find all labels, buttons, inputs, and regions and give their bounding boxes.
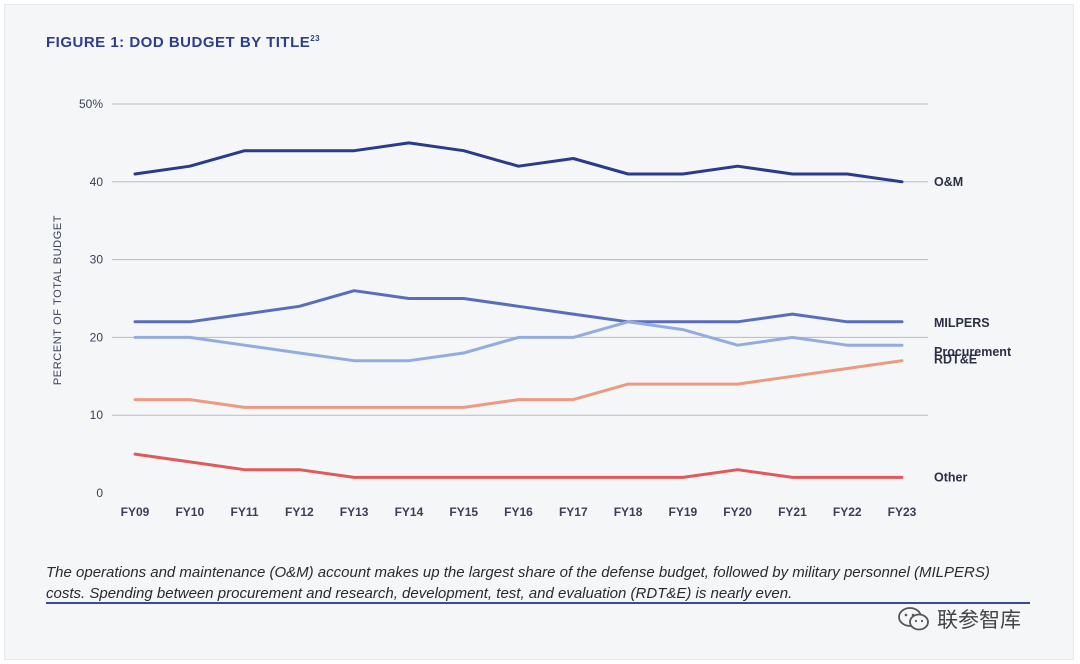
series-line	[133, 289, 904, 324]
y-axis-label: PERCENT OF TOTAL BUDGET	[52, 215, 64, 385]
y-tick-label: 20	[90, 330, 104, 344]
figure-title: FIGURE 1: DOD BUDGET BY TITLE23	[46, 34, 321, 51]
x-tick-label: FY22	[833, 505, 862, 519]
wechat-icon	[898, 607, 929, 631]
x-tick-label: FY17	[559, 505, 588, 519]
x-tick-label: FY12	[285, 505, 314, 519]
series-line	[133, 320, 904, 363]
x-tick-label: FY19	[669, 505, 698, 519]
x-tick-label: FY10	[175, 505, 204, 519]
y-tick-label: 40	[90, 175, 104, 189]
x-tick-label: FY20	[723, 505, 752, 519]
y-tick-labels: 0 10 20 30 40 50%	[79, 97, 103, 500]
x-tick-label: FY16	[504, 505, 533, 519]
x-tick-label: FY09	[121, 505, 150, 519]
series-label: RDT&E	[934, 353, 977, 367]
line-chart: 0 10 20 30 40 50% FY09 FY10 FY11 FY12 FY13 FY14 FY1…	[52, 97, 1012, 519]
series-line	[133, 452, 904, 479]
y-tick-label: 30	[90, 253, 104, 267]
series-line	[133, 359, 904, 409]
series-label: Procurement	[934, 345, 1012, 359]
x-tick-label: FY11	[231, 505, 259, 519]
caption-divider	[46, 602, 1030, 604]
x-tick-label: FY15	[449, 505, 478, 519]
series-label: Other	[934, 470, 967, 484]
figure-caption: The operations and maintenance (O&M) acc…	[46, 564, 990, 602]
watermark: 联参智库	[897, 602, 1021, 636]
watermark-text: 联参智库	[937, 608, 1021, 632]
x-tick-label: FY21	[778, 505, 807, 519]
y-tick-label: 0	[96, 486, 103, 500]
grid-lines	[112, 103, 928, 416]
series-lines	[133, 141, 904, 479]
series-line	[133, 141, 904, 184]
y-tick-label: 10	[90, 408, 104, 422]
series-label: MILPERS	[934, 316, 990, 330]
figure-panel	[4, 4, 1074, 660]
x-tick-label: FY18	[614, 505, 643, 519]
footnote-marker: 23	[310, 34, 321, 43]
x-tick-label: FY14	[395, 505, 424, 519]
x-tick-label: FY23	[888, 505, 917, 519]
y-tick-label: 50%	[79, 97, 103, 111]
x-tick-label: FY13	[340, 505, 369, 519]
x-tick-labels: FY09 FY10 FY11 FY12 FY13 FY14 FY15 FY16 FY17 FY18…	[121, 505, 917, 519]
series-label: O&M	[934, 175, 963, 189]
